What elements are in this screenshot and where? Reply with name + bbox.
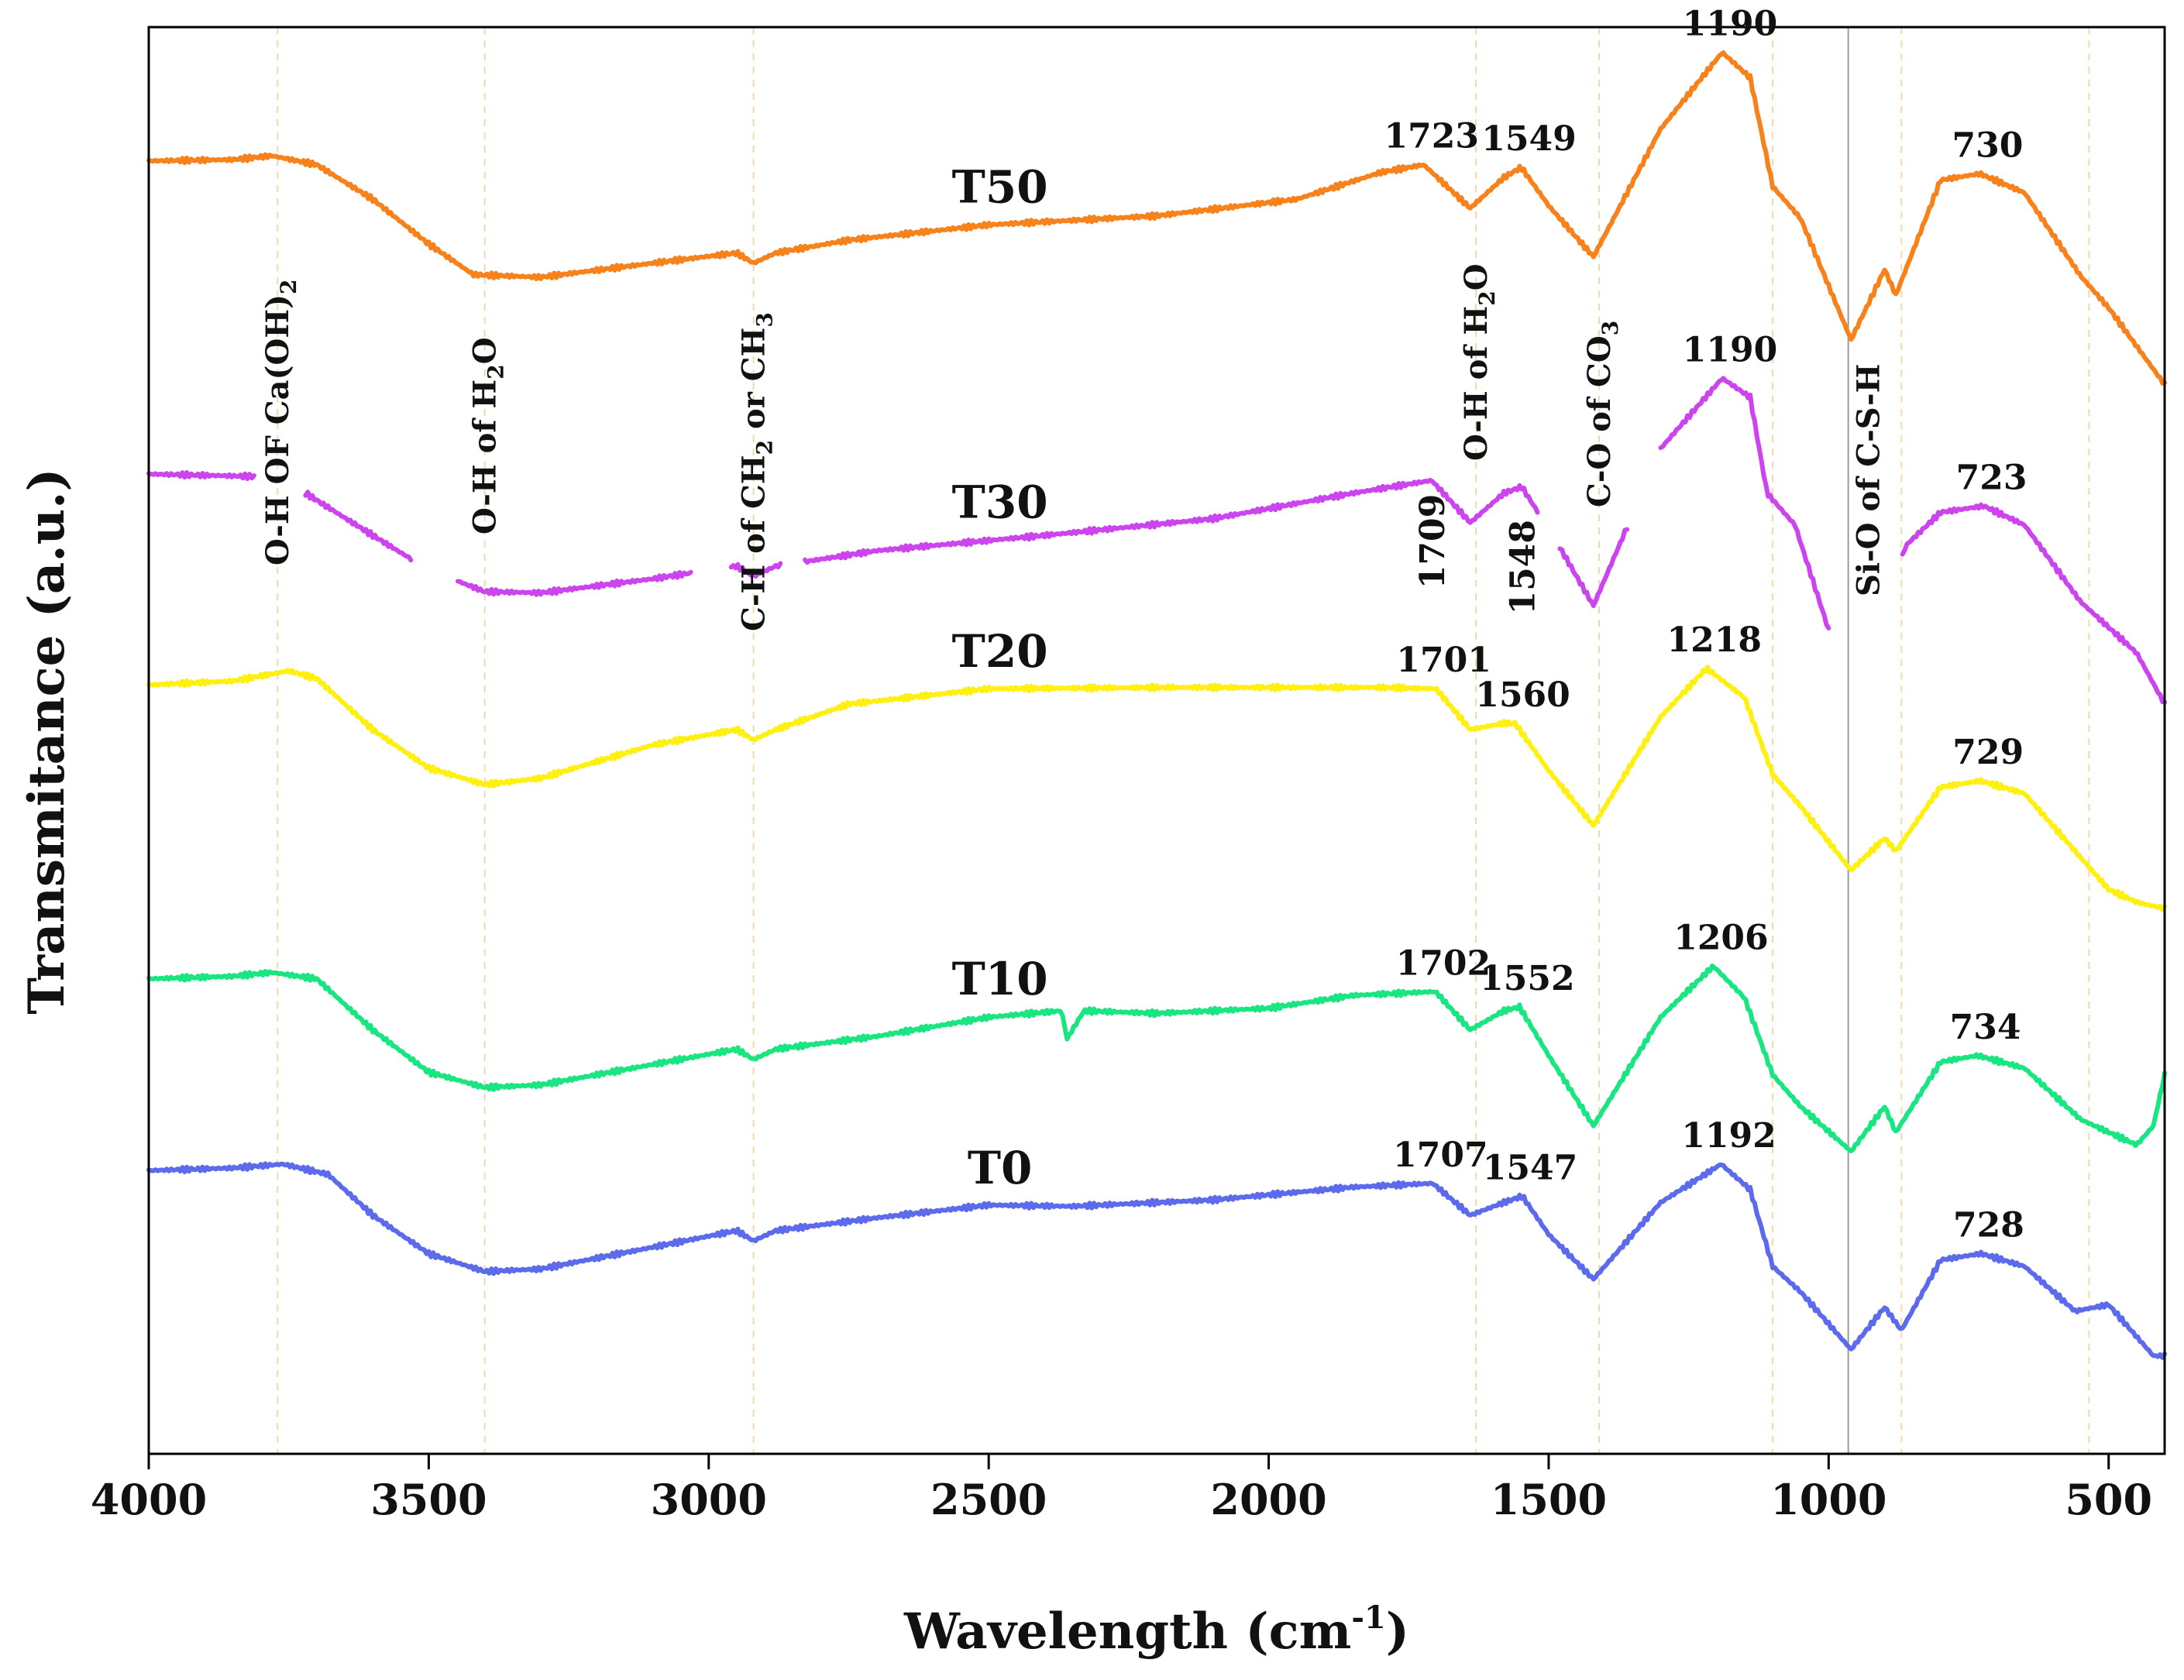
peak-label-t0-1547: 1547 xyxy=(1483,1148,1577,1187)
peak-label-t10-1702: 1702 xyxy=(1396,943,1491,983)
x-axis-ticks: 4000 3500 3000 2500 2000 1500 1000 500 xyxy=(91,1454,2152,1524)
band-label-main: O-H of H xyxy=(467,380,504,534)
peak-label-t20-1701: 1701 xyxy=(1396,641,1491,680)
band-label-si-o-of-c-s-h: Si-O of C-S-H xyxy=(1851,364,1887,596)
peak-label-t10-1206: 1206 xyxy=(1673,918,1768,957)
x-axis-title-sup: -1 xyxy=(1351,1599,1385,1636)
x-tick-label-3500: 3500 xyxy=(370,1475,487,1524)
series-line-t10 xyxy=(146,964,2167,1153)
x-tick-label-3000: 3000 xyxy=(651,1475,767,1524)
x-tick-label-2000: 2000 xyxy=(1210,1475,1326,1524)
peak-label-t50-1549: 1549 xyxy=(1481,119,1576,159)
x-axis-title-main: Wavelength (cm xyxy=(903,1603,1351,1661)
x-tick-label-1000: 1000 xyxy=(1770,1475,1886,1524)
x-tick-label-2500: 2500 xyxy=(930,1475,1047,1524)
peak-label-t30-1190: 1190 xyxy=(1683,330,1777,369)
band-label-tail: O xyxy=(467,337,504,364)
band-label-tail: O xyxy=(1458,263,1494,290)
series-line-t30 xyxy=(146,376,2167,705)
x-axis-title-close: ) xyxy=(1386,1603,1409,1661)
peak-label-t0-1707: 1707 xyxy=(1393,1135,1488,1175)
peak-label-t10-734: 734 xyxy=(1950,1008,2021,1047)
series-label-t50: T50 xyxy=(952,160,1048,213)
band-label-main: O-H OF Ca(OH) xyxy=(260,294,296,565)
band-label-tail: or CH xyxy=(736,328,772,440)
band-label-sub: 2 xyxy=(483,364,509,379)
peak-label-t50-1190: 1190 xyxy=(1683,5,1777,44)
band-label-main: O-H of H xyxy=(1458,306,1494,461)
series-line-t50 xyxy=(146,50,2167,386)
peak-label-t30-1548: 1548 xyxy=(1503,520,1543,614)
band-label-main: C-H of CH xyxy=(736,455,772,631)
x-tick-label-500: 500 xyxy=(2065,1475,2152,1524)
band-label-sub: 2 xyxy=(276,279,301,294)
reference-lines xyxy=(277,27,2090,1454)
band-label-sub: 2 xyxy=(752,440,778,455)
peak-label-t0-728: 728 xyxy=(1953,1206,2024,1245)
series-labels: T50 T30 T20 T10 T0 xyxy=(952,160,1048,1194)
peak-label-t30-723: 723 xyxy=(1956,458,2028,497)
peak-label-t30-1709: 1709 xyxy=(1413,494,1453,589)
peak-label-t50-1723: 1723 xyxy=(1384,117,1479,156)
peak-label-t20-1560: 1560 xyxy=(1475,675,1570,715)
series-label-t10: T10 xyxy=(952,953,1048,1005)
band-label-o-h-of-h2o: O-H of H2O xyxy=(467,337,509,534)
series-label-t0: T0 xyxy=(968,1142,1033,1194)
band-label-o-h-of-ca-oh-2: O-H OF Ca(OH)2 xyxy=(260,279,301,565)
band-label-main: C-O of CO xyxy=(1581,335,1618,507)
series-line-t0 xyxy=(146,1161,2167,1360)
peak-label-t0-1192: 1192 xyxy=(1681,1116,1776,1156)
band-label-o-h-of-h2o: O-H of H2O xyxy=(1458,263,1500,461)
x-tick-label-4000: 4000 xyxy=(91,1475,207,1524)
y-axis-title: Transmitance (a.u.) xyxy=(18,468,76,1014)
band-label-sub: 3 xyxy=(1598,321,1623,335)
band-label-main: Si-O of C-S-H xyxy=(1851,364,1887,596)
band-label-sub: 3 xyxy=(752,312,778,327)
peak-label-t20-1218: 1218 xyxy=(1667,620,1762,660)
series-lines xyxy=(146,50,2167,1360)
band-label-c-o-of-co3: C-O of CO3 xyxy=(1581,321,1623,507)
x-tick-label-1500: 1500 xyxy=(1491,1475,1607,1524)
x-axis-title: Wavelength (cm-1) xyxy=(903,1599,1409,1661)
series-label-t20: T20 xyxy=(952,625,1048,678)
band-label-c-h-of-ch2-or-ch: C-H of CH2 or CH3 xyxy=(736,312,778,631)
peak-label-t10-1552: 1552 xyxy=(1480,959,1574,998)
series-label-t30: T30 xyxy=(952,476,1048,528)
plot-frame xyxy=(147,26,2166,1455)
band-label-sub: 2 xyxy=(1474,290,1500,305)
peak-label-t20-729: 729 xyxy=(1952,733,2024,772)
series-line-t20 xyxy=(146,665,2167,912)
peak-label-t50-730: 730 xyxy=(1952,125,2024,165)
